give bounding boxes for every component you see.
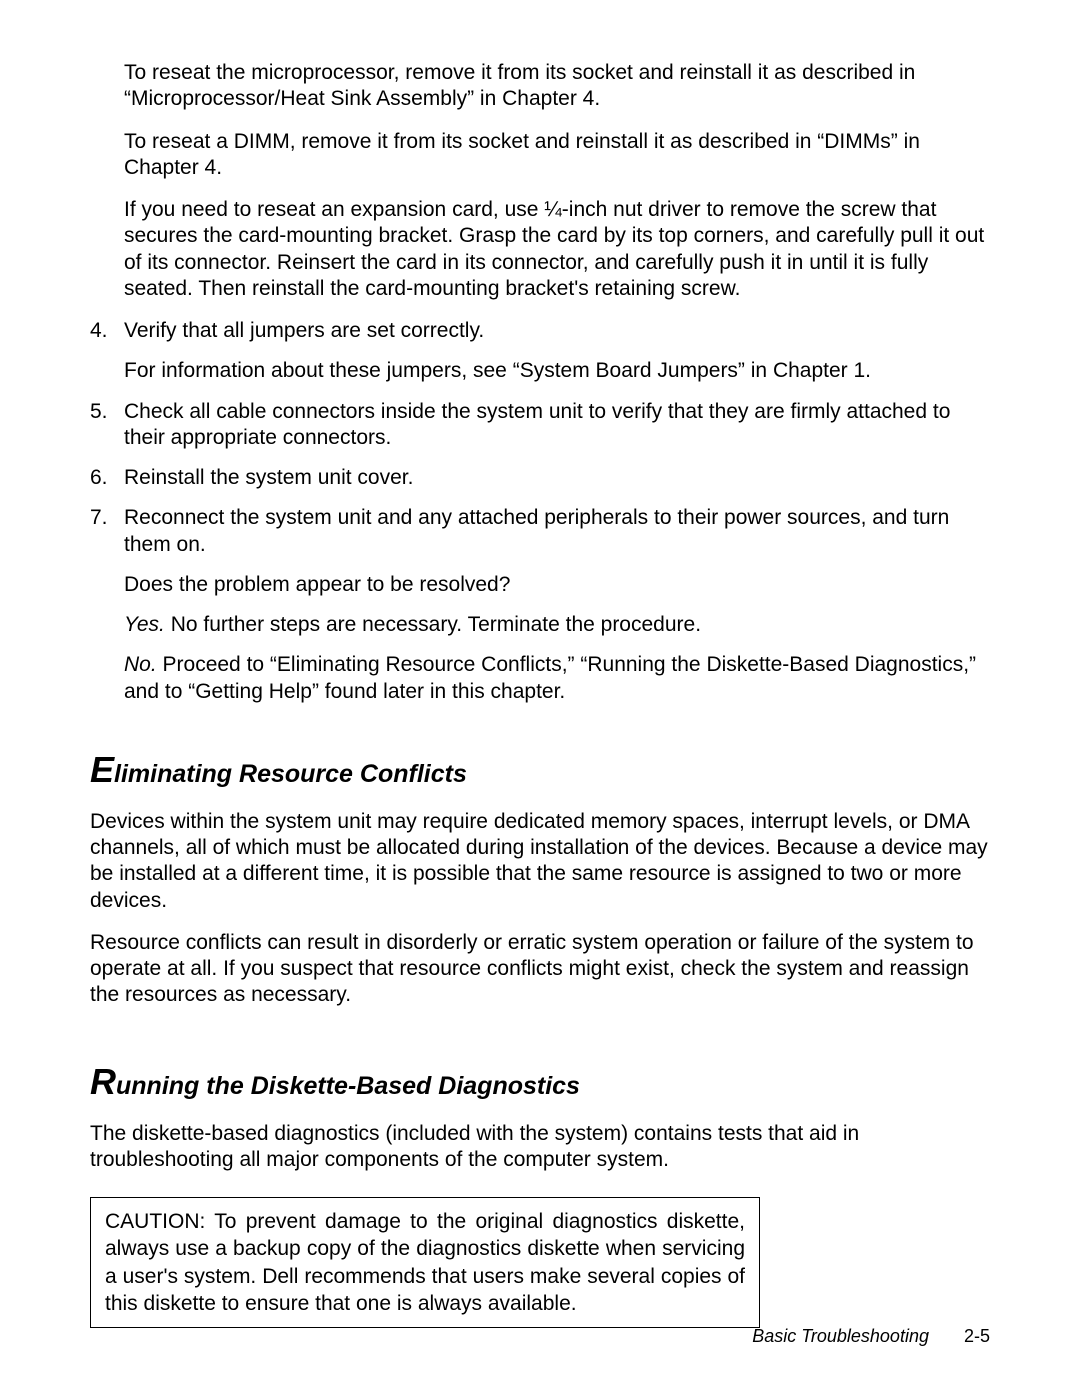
step-5-number: 5. bbox=[90, 399, 124, 452]
heading-running-cap: R bbox=[90, 1061, 116, 1102]
step-4-text: Verify that all jumpers are set correctl… bbox=[124, 319, 484, 342]
heading-running-rest: unning the Diskette-Based Diagnostics bbox=[116, 1072, 580, 1100]
footer-title: Basic Troubleshooting bbox=[752, 1326, 929, 1346]
page-footer: Basic Troubleshooting 2-5 bbox=[752, 1326, 990, 1347]
no-label: No. bbox=[124, 653, 157, 676]
footer-page-number: 2-5 bbox=[964, 1326, 990, 1346]
intro-para-1: To reseat the microprocessor, remove it … bbox=[124, 60, 990, 113]
step-7-body: Reconnect the system unit and any attach… bbox=[124, 505, 990, 705]
page-content: To reseat the microprocessor, remove it … bbox=[0, 0, 1080, 1388]
intro-para-2: To reseat a DIMM, remove it from its soc… bbox=[124, 129, 990, 182]
intro-para-3: If you need to reseat an expansion card,… bbox=[124, 197, 990, 302]
step-7-no: No. Proceed to “Eliminating Resource Con… bbox=[124, 652, 990, 705]
step-7-question: Does the problem appear to be resolved? bbox=[124, 572, 990, 598]
step-7-number: 7. bbox=[90, 505, 124, 705]
step-4-body: Verify that all jumpers are set correctl… bbox=[124, 318, 990, 385]
step-6-number: 6. bbox=[90, 465, 124, 491]
step-5: 5. Check all cable connectors inside the… bbox=[90, 399, 990, 452]
step-5-text: Check all cable connectors inside the sy… bbox=[124, 399, 990, 452]
sec1-para-1: Devices within the system unit may requi… bbox=[90, 809, 990, 914]
step-7: 7. Reconnect the system unit and any att… bbox=[90, 505, 990, 705]
step-6: 6. Reinstall the system unit cover. bbox=[90, 465, 990, 491]
heading-eliminating-cap: E bbox=[90, 749, 114, 790]
step-7-text: Reconnect the system unit and any attach… bbox=[124, 506, 949, 555]
sec2-para-1: The diskette-based diagnostics (included… bbox=[90, 1121, 990, 1174]
caution-box: CAUTION: To prevent damage to the origin… bbox=[90, 1197, 760, 1328]
yes-text: No further steps are necessary. Terminat… bbox=[165, 613, 701, 636]
heading-running: Running the Diskette-Based Diagnostics bbox=[90, 1061, 990, 1103]
step-6-text: Reinstall the system unit cover. bbox=[124, 465, 990, 491]
step-7-yes: Yes. No further steps are necessary. Ter… bbox=[124, 612, 990, 638]
no-text: Proceed to “Eliminating Resource Conflic… bbox=[124, 653, 976, 702]
step-4-number: 4. bbox=[90, 318, 124, 385]
yes-label: Yes. bbox=[124, 613, 165, 636]
step-4-sub: For information about these jumpers, see… bbox=[124, 358, 990, 384]
heading-eliminating-rest: liminating Resource Conflicts bbox=[114, 760, 467, 788]
heading-eliminating: Eliminating Resource Conflicts bbox=[90, 749, 990, 791]
step-4: 4. Verify that all jumpers are set corre… bbox=[90, 318, 990, 385]
sec1-para-2: Resource conflicts can result in disorde… bbox=[90, 930, 990, 1009]
